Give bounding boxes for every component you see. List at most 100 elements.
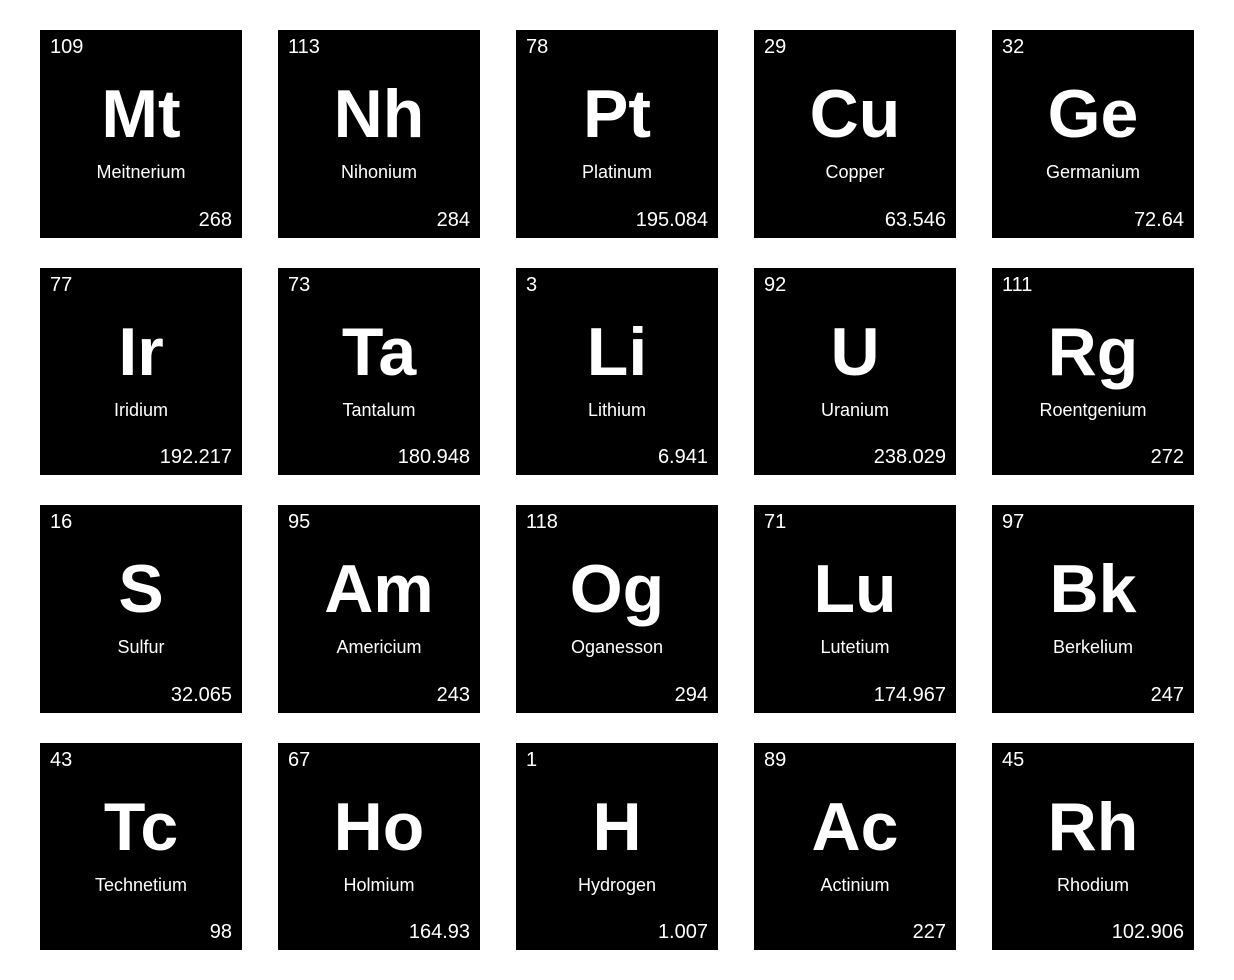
atomic-mass: 98	[210, 921, 232, 944]
element-symbol: Tc	[104, 793, 178, 861]
element-name: Meitnerium	[96, 162, 185, 183]
element-symbol: S	[118, 555, 163, 623]
atomic-mass: 1.007	[658, 921, 708, 944]
element-tile: 73 Ta Tantalum 180.948	[278, 268, 480, 476]
element-name: Iridium	[114, 400, 168, 421]
atomic-number: 29	[764, 36, 786, 59]
element-symbol: Li	[587, 318, 647, 386]
element-tile: 77 Ir Iridium 192.217	[40, 268, 242, 476]
element-tile: 111 Rg Roentgenium 272	[992, 268, 1194, 476]
atomic-number: 43	[50, 749, 72, 772]
atomic-mass: 63.546	[885, 209, 946, 232]
element-name: Copper	[825, 162, 884, 183]
element-tile: 113 Nh Nihonium 284	[278, 30, 480, 238]
element-name: Americium	[336, 637, 421, 658]
element-name: Germanium	[1046, 162, 1140, 183]
element-tile: 43 Tc Technetium 98	[40, 743, 242, 951]
element-tile-grid-canvas: 109MtMeitnerium268113NhNihonium28478PtPl…	[0, 0, 1234, 980]
element-tile: 89 Ac Actinium 227	[754, 743, 956, 951]
element-name: Berkelium	[1053, 637, 1133, 658]
element-name: Actinium	[820, 875, 889, 896]
atomic-mass: 243	[437, 684, 470, 707]
element-tile: 118 Og Oganesson 294	[516, 505, 718, 713]
atomic-number: 113	[288, 36, 320, 59]
element-symbol: Ho	[334, 793, 425, 861]
atomic-mass: 174.967	[874, 684, 946, 707]
atomic-mass: 6.941	[658, 446, 708, 469]
atomic-number: 32	[1002, 36, 1024, 59]
element-name: Oganesson	[571, 637, 663, 658]
atomic-number: 95	[288, 511, 310, 534]
element-tile: 97 Bk Berkelium 247	[992, 505, 1194, 713]
element-symbol: H	[592, 793, 641, 861]
atomic-number: 16	[50, 511, 72, 534]
atomic-number: 92	[764, 274, 786, 297]
atomic-number: 71	[764, 511, 786, 534]
atomic-number: 89	[764, 749, 786, 772]
element-name: Lithium	[588, 400, 646, 421]
element-name: Uranium	[821, 400, 889, 421]
element-name: Lutetium	[820, 637, 889, 658]
element-symbol: Am	[324, 555, 434, 623]
atomic-mass: 102.906	[1112, 921, 1184, 944]
element-name: Roentgenium	[1039, 400, 1146, 421]
element-name: Tantalum	[342, 400, 415, 421]
element-symbol: Pt	[583, 80, 651, 148]
element-name: Hydrogen	[578, 875, 656, 896]
element-symbol: Bk	[1050, 555, 1137, 623]
element-tile: 78 Pt Platinum 195.084	[516, 30, 718, 238]
element-name: Rhodium	[1057, 875, 1129, 896]
atomic-mass: 227	[913, 921, 946, 944]
element-tile: 3LiLithium6.941	[516, 268, 718, 476]
element-name: Nihonium	[341, 162, 417, 183]
atomic-mass: 195.084	[636, 209, 708, 232]
element-tile: 95 Am Americium 243	[278, 505, 480, 713]
atomic-number: 1	[526, 749, 537, 772]
atomic-mass: 32.065	[171, 684, 232, 707]
atomic-mass: 272	[1151, 446, 1184, 469]
atomic-number: 78	[526, 36, 548, 59]
element-symbol: Ac	[812, 793, 899, 861]
element-symbol: Rg	[1048, 318, 1139, 386]
element-tile-grid: 109MtMeitnerium268113NhNihonium28478PtPl…	[40, 30, 1194, 950]
element-tile: 71 Lu Lutetium 174.967	[754, 505, 956, 713]
element-name: Holmium	[343, 875, 414, 896]
atomic-mass: 164.93	[409, 921, 470, 944]
atomic-mass: 247	[1151, 684, 1184, 707]
atomic-number: 67	[288, 749, 310, 772]
element-symbol: Ge	[1048, 80, 1139, 148]
element-tile: 29 Cu Copper 63.546	[754, 30, 956, 238]
atomic-mass: 284	[437, 209, 470, 232]
element-tile: 32 Ge Germanium 72.64	[992, 30, 1194, 238]
element-tile: 45 Rh Rhodium 102.906	[992, 743, 1194, 951]
element-tile: 16 S Sulfur 32.065	[40, 505, 242, 713]
atomic-mass: 180.948	[398, 446, 470, 469]
element-name: Platinum	[582, 162, 652, 183]
element-tile: 109MtMeitnerium268	[40, 30, 242, 238]
element-symbol: Ir	[118, 318, 163, 386]
element-name: Technetium	[95, 875, 187, 896]
atomic-mass: 268	[199, 209, 232, 232]
element-symbol: Cu	[810, 80, 901, 148]
atomic-mass: 294	[675, 684, 708, 707]
atomic-number: 97	[1002, 511, 1024, 534]
atomic-number: 45	[1002, 749, 1024, 772]
atomic-number: 118	[526, 511, 558, 534]
atomic-number: 77	[50, 274, 72, 297]
element-tile: 92 U Uranium 238.029	[754, 268, 956, 476]
atomic-mass: 72.64	[1134, 209, 1184, 232]
element-tile: 1 H Hydrogen 1.007	[516, 743, 718, 951]
atomic-number: 73	[288, 274, 310, 297]
element-symbol: Lu	[813, 555, 896, 623]
element-symbol: Nh	[334, 80, 425, 148]
element-symbol: Rh	[1048, 793, 1139, 861]
element-symbol: Og	[570, 555, 664, 623]
atomic-mass: 238.029	[874, 446, 946, 469]
atomic-number: 109	[50, 36, 83, 59]
element-symbol: Ta	[342, 318, 416, 386]
element-tile: 67 Ho Holmium 164.93	[278, 743, 480, 951]
element-name: Sulfur	[117, 637, 164, 658]
atomic-mass: 192.217	[160, 446, 232, 469]
atomic-number: 111	[1002, 274, 1032, 297]
element-symbol: U	[830, 318, 879, 386]
